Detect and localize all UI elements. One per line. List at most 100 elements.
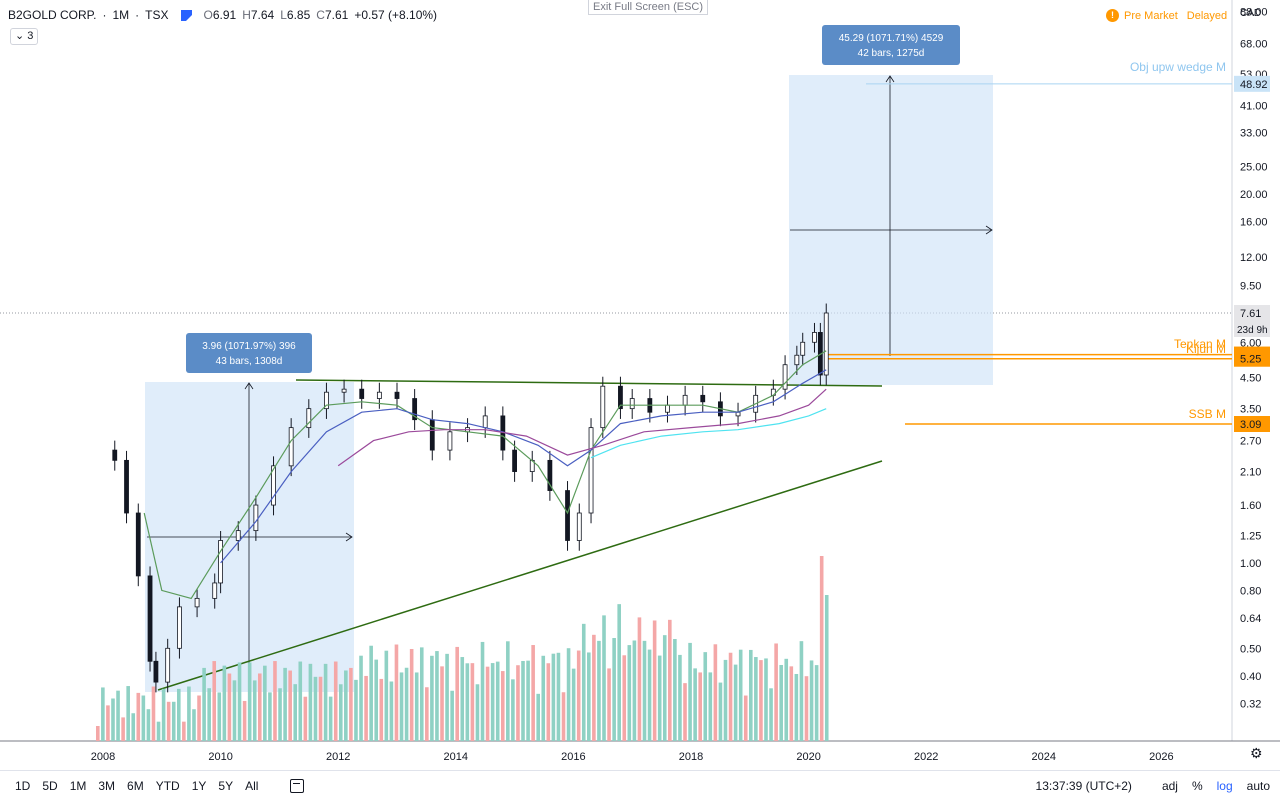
ema-short-line xyxy=(143,350,827,600)
exchange-label: TSX xyxy=(145,8,169,22)
volume-bar xyxy=(551,653,556,741)
volume-bar xyxy=(202,667,206,741)
range-ytd[interactable]: YTD xyxy=(155,778,180,793)
range-1d[interactable]: 1D xyxy=(15,778,31,793)
volume-bar xyxy=(607,668,611,741)
volume-bar xyxy=(632,640,637,741)
volume-bar xyxy=(425,687,429,741)
volume-bar xyxy=(688,642,692,741)
candle-body xyxy=(700,394,706,403)
volume-bar xyxy=(703,652,708,741)
candle-body xyxy=(235,530,241,541)
volume-bar xyxy=(273,661,277,741)
range-5y[interactable]: 5Y xyxy=(218,778,234,793)
info-icon: ! xyxy=(1106,9,1119,22)
range-6m[interactable]: 6M xyxy=(127,778,144,793)
range-5d[interactable]: 5D xyxy=(42,778,58,793)
high-label: H xyxy=(242,8,251,22)
volume-bar xyxy=(561,692,566,741)
range-3m[interactable]: 3M xyxy=(98,778,116,793)
level-marker-text: 3.09 xyxy=(1240,419,1261,431)
time-tick-label: 2012 xyxy=(326,751,350,763)
auto-toggle[interactable]: auto xyxy=(1246,778,1270,793)
chart-canvas[interactable]: 3.96 (1071.97%) 396 43 bars, 1308d 45.29 (… xyxy=(0,0,1280,770)
market-status-label: Pre Market xyxy=(1124,9,1178,22)
volume-bar xyxy=(252,680,257,741)
volume-bar xyxy=(804,676,809,741)
volume-bar xyxy=(521,660,525,741)
candle-body xyxy=(324,391,329,410)
log-toggle[interactable]: log xyxy=(1216,778,1233,793)
volume-bar xyxy=(171,701,176,741)
volume-bar xyxy=(612,638,616,741)
candle-body xyxy=(394,391,400,399)
symbol-name[interactable]: B2GOLD CORP. xyxy=(8,8,97,22)
volume-bar xyxy=(500,671,505,741)
arrow-head xyxy=(345,532,353,542)
currency-label[interactable]: CAD xyxy=(1240,8,1262,19)
adj-toggle[interactable]: adj xyxy=(1161,778,1178,793)
volume-bar xyxy=(161,688,166,741)
volume-bar xyxy=(789,666,794,741)
market-status[interactable]: ! Pre Market Delayed xyxy=(1106,9,1227,22)
volume-bar xyxy=(516,665,520,741)
range-all[interactable]: All xyxy=(245,778,259,793)
volume-bar xyxy=(111,698,115,741)
volume-bar xyxy=(288,670,292,741)
calendar-icon[interactable] xyxy=(290,778,305,793)
range-1y[interactable]: 1Y xyxy=(191,778,207,793)
volume-bar xyxy=(126,686,130,741)
volume-bar xyxy=(414,672,419,741)
volume-bar xyxy=(668,619,672,741)
candle-body xyxy=(194,597,200,608)
volume-bar xyxy=(257,673,262,741)
gear-icon[interactable]: ⚙ xyxy=(1250,745,1263,761)
price-tick-label: 25.00 xyxy=(1240,162,1268,174)
range-1m[interactable]: 1M xyxy=(69,778,87,793)
candle-body xyxy=(306,408,312,429)
price-tick-label: 1.60 xyxy=(1240,500,1261,512)
flag-icon xyxy=(180,9,192,21)
candle-body xyxy=(412,398,418,421)
objective-label: Obj upw wedge M xyxy=(1130,60,1226,74)
volume-bar xyxy=(263,665,267,741)
volume-bar xyxy=(647,649,652,741)
interval-label[interactable]: 1M xyxy=(112,8,130,22)
candle-body xyxy=(153,660,159,683)
volume-bar xyxy=(495,661,500,741)
measure-tooltip xyxy=(822,25,960,65)
volume-bar xyxy=(338,684,343,741)
measure-tooltip-line: 42 bars, 1275d xyxy=(858,48,925,59)
volume-bar xyxy=(824,595,829,741)
volume-bar xyxy=(617,604,621,741)
volume-bar xyxy=(247,662,252,741)
volume-bar xyxy=(455,646,460,741)
candle-body xyxy=(124,459,129,514)
volume-bar xyxy=(759,660,763,741)
percent-toggle[interactable]: % xyxy=(1191,778,1203,793)
time-tick-label: 2014 xyxy=(444,751,468,763)
clock[interactable]: 13:37:39 (UTC+2) xyxy=(1035,778,1132,793)
volume-bar xyxy=(450,690,454,741)
volume-bar xyxy=(323,663,328,741)
last-price-marker xyxy=(1234,305,1270,321)
indicators-collapse-button[interactable]: ⌄ 3 xyxy=(10,28,39,45)
volume-bar xyxy=(106,705,110,741)
volume-bar xyxy=(232,680,237,741)
volume-bar xyxy=(227,673,232,741)
price-tick-label: 12.00 xyxy=(1240,252,1268,264)
last-price-marker-text: 7.61 xyxy=(1240,308,1261,320)
volume-bar xyxy=(794,673,799,741)
level-marker xyxy=(1234,416,1270,432)
volume-bar xyxy=(318,676,323,741)
price-tick-label: 41.00 xyxy=(1240,101,1268,113)
candle-body xyxy=(800,341,806,356)
volume-bar xyxy=(242,700,247,741)
support-trendline xyxy=(157,460,883,691)
close-value: C7.61 xyxy=(316,8,349,22)
price-tick-label: 1.25 xyxy=(1240,530,1261,542)
delayed-label: Delayed xyxy=(1186,9,1228,22)
exit-fullscreen-button[interactable]: Exit Full Screen (ESC) xyxy=(588,0,709,15)
candle-body xyxy=(576,512,582,541)
